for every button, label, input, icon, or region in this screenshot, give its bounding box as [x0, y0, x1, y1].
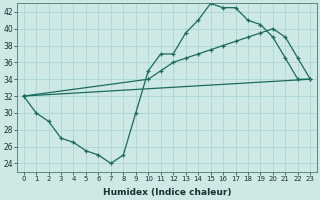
- X-axis label: Humidex (Indice chaleur): Humidex (Indice chaleur): [103, 188, 231, 197]
